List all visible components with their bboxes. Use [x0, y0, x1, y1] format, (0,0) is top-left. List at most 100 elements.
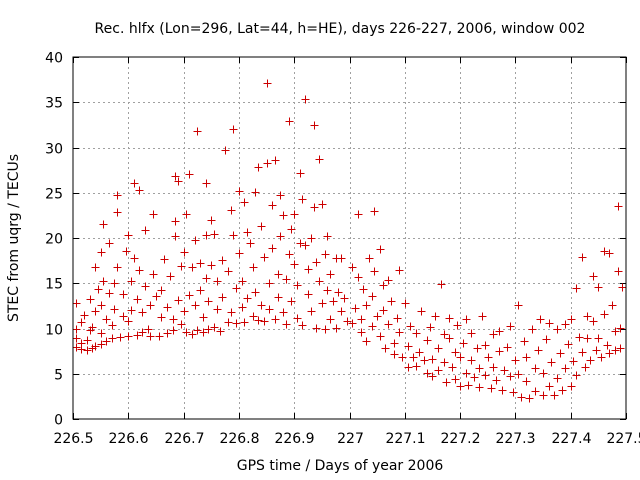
- data-point: [246, 239, 255, 248]
- x-tick-label: 226.6: [108, 431, 148, 447]
- data-point: [138, 328, 147, 337]
- data-point: [146, 301, 155, 310]
- y-tick-label: 0: [54, 413, 63, 429]
- data-point: [144, 325, 153, 334]
- data-point: [210, 323, 219, 332]
- data-point: [323, 286, 332, 295]
- data-point: [605, 349, 614, 358]
- data-point: [536, 315, 545, 324]
- data-point: [221, 146, 230, 155]
- data-point: [611, 327, 620, 336]
- y-axis-title: STEC from uqrg / TECUs: [6, 154, 22, 322]
- data-point: [481, 371, 490, 380]
- data-point: [558, 386, 567, 395]
- data-point: [329, 297, 338, 306]
- data-point: [409, 353, 418, 362]
- x-tick-label: 227.4: [551, 431, 591, 447]
- y-tick-label: 10: [45, 323, 63, 339]
- data-point: [254, 316, 263, 325]
- data-point: [616, 324, 625, 333]
- data-point: [99, 220, 108, 229]
- data-point: [578, 348, 587, 357]
- data-point: [157, 286, 166, 295]
- data-point: [600, 247, 609, 256]
- data-point: [83, 336, 92, 345]
- data-point: [72, 334, 81, 343]
- data-point: [423, 369, 432, 378]
- data-point: [312, 258, 321, 267]
- data-point: [127, 277, 136, 286]
- data-point: [495, 327, 504, 336]
- data-point: [97, 301, 106, 310]
- data-point: [467, 356, 476, 365]
- data-point: [97, 329, 106, 338]
- data-point: [605, 249, 614, 258]
- data-point: [368, 292, 377, 301]
- data-point: [171, 232, 180, 241]
- data-point: [321, 325, 330, 334]
- data-point: [475, 383, 484, 392]
- y-tick-label: 40: [45, 51, 63, 67]
- data-point: [113, 208, 122, 217]
- data-point: [169, 315, 178, 324]
- x-tick-labels: 226.5 226.6 226.7 226.8 226.9 227 227.1 227.2 22…: [53, 431, 640, 447]
- data-point: [509, 388, 518, 397]
- data-point: [243, 228, 252, 237]
- data-point: [257, 222, 266, 231]
- data-point: [199, 328, 208, 337]
- data-point: [581, 363, 590, 372]
- data-point: [180, 248, 189, 257]
- data-point: [108, 321, 117, 330]
- data-point: [618, 283, 627, 292]
- data-point: [514, 301, 523, 310]
- data-point: [448, 363, 457, 372]
- data-point: [431, 312, 440, 321]
- data-point: [506, 372, 515, 381]
- data-point: [379, 306, 388, 315]
- data-point: [531, 387, 540, 396]
- data-point: [130, 254, 139, 263]
- data-point: [567, 315, 576, 324]
- data-point: [263, 79, 272, 88]
- data-point: [146, 332, 155, 341]
- data-point: [406, 322, 415, 331]
- data-point: [337, 307, 346, 316]
- data-point: [102, 315, 111, 324]
- data-point: [263, 159, 272, 168]
- data-point: [216, 327, 225, 336]
- data-point: [592, 346, 601, 355]
- chart-title: Rec. hlfx (Lon=296, Lat=44, h=HE), days …: [95, 21, 586, 37]
- data-point: [202, 274, 211, 283]
- data-point: [141, 226, 150, 235]
- y-tick-label: 15: [45, 277, 63, 293]
- data-point: [91, 263, 100, 272]
- data-point: [260, 253, 269, 262]
- data-point: [561, 320, 570, 329]
- data-point: [390, 339, 399, 348]
- data-point: [102, 337, 111, 346]
- data-point: [207, 216, 216, 225]
- data-point: [224, 318, 233, 327]
- data-point: [271, 156, 280, 165]
- data-point: [238, 277, 247, 286]
- data-point: [534, 346, 543, 355]
- data-point: [500, 366, 509, 375]
- data-point: [282, 275, 291, 284]
- data-point: [326, 315, 335, 324]
- data-point: [91, 342, 100, 351]
- data-point: [296, 169, 305, 178]
- data-point: [276, 191, 285, 200]
- y-tick-label: 5: [54, 368, 63, 384]
- data-point: [213, 305, 222, 314]
- data-point: [108, 334, 117, 343]
- data-point: [506, 322, 515, 331]
- data-point: [428, 355, 437, 364]
- data-point: [470, 373, 479, 382]
- data-point: [282, 320, 291, 329]
- data-point: [572, 371, 581, 380]
- data-point: [589, 317, 598, 326]
- data-point: [83, 346, 92, 355]
- data-point: [553, 374, 562, 383]
- data-point: [287, 297, 296, 306]
- data-point: [434, 344, 443, 353]
